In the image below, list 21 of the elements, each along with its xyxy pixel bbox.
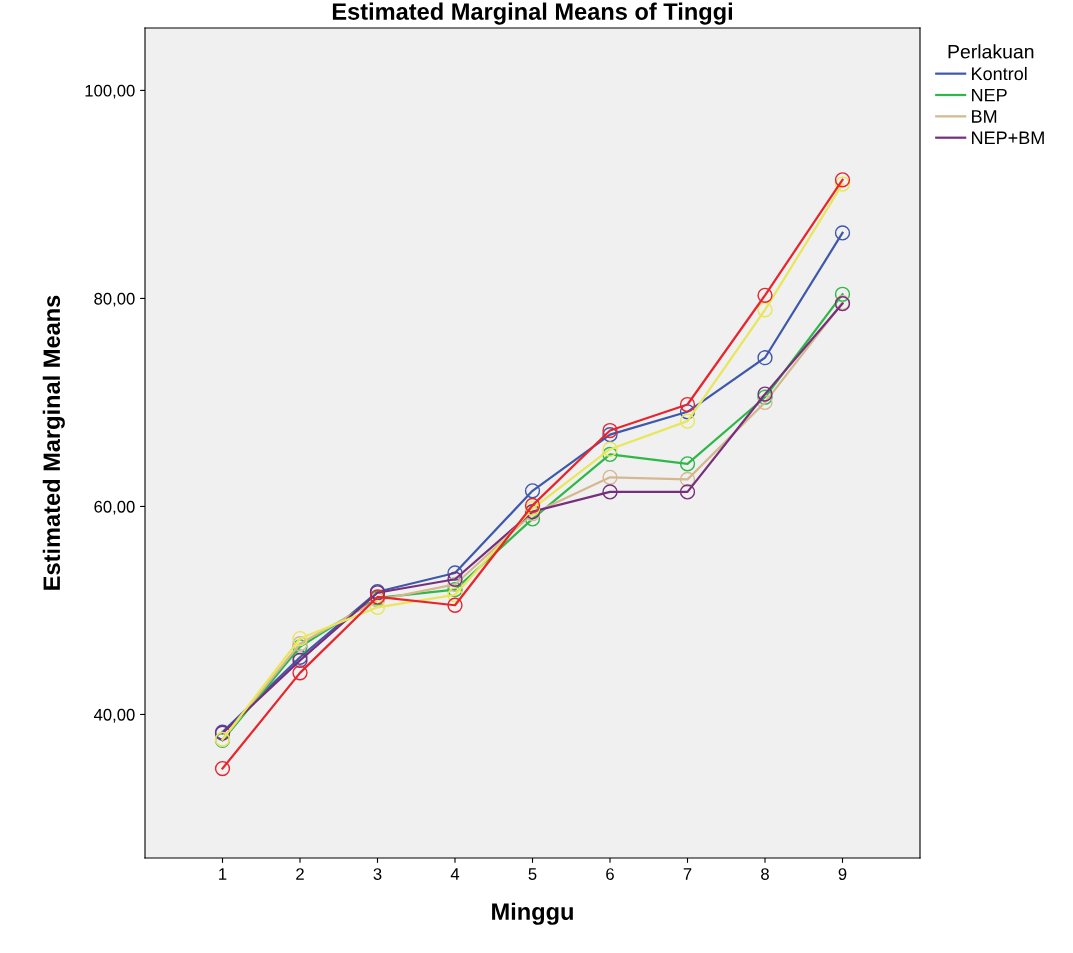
legend-title: Perlakuan: [948, 44, 1034, 59]
x-tick-label: 6: [606, 868, 614, 880]
legend-label: NEP: [972, 88, 1007, 102]
x-tick-label: 5: [528, 868, 537, 880]
y-axis-title: Estimated Marginal Means: [42, 295, 65, 590]
y-tick-label: 60,00: [94, 500, 135, 515]
x-tick-label: 2: [296, 868, 304, 880]
x-tick-label: 8: [761, 868, 769, 880]
y-tick-label: 100,00: [85, 84, 135, 99]
legend-label: NEP+BM: [972, 131, 1044, 145]
y-tick-label: 80,00: [94, 292, 135, 307]
x-tick-label: 7: [683, 868, 692, 880]
x-axis-title: Minggu: [492, 902, 573, 925]
chart-title: Estimated Marginal Means of Tinggi: [332, 2, 733, 25]
x-tick-label: 4: [450, 868, 460, 880]
y-tick-label: 40,00: [93, 708, 135, 723]
legend-label: Kontrol: [972, 66, 1027, 81]
x-tick-label: 3: [373, 868, 382, 880]
x-tick-label: 1: [219, 868, 227, 880]
x-tick-label: 9: [838, 868, 847, 880]
legend-label: BM: [972, 110, 997, 123]
